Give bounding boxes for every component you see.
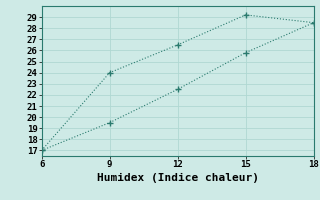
X-axis label: Humidex (Indice chaleur): Humidex (Indice chaleur) — [97, 173, 259, 183]
